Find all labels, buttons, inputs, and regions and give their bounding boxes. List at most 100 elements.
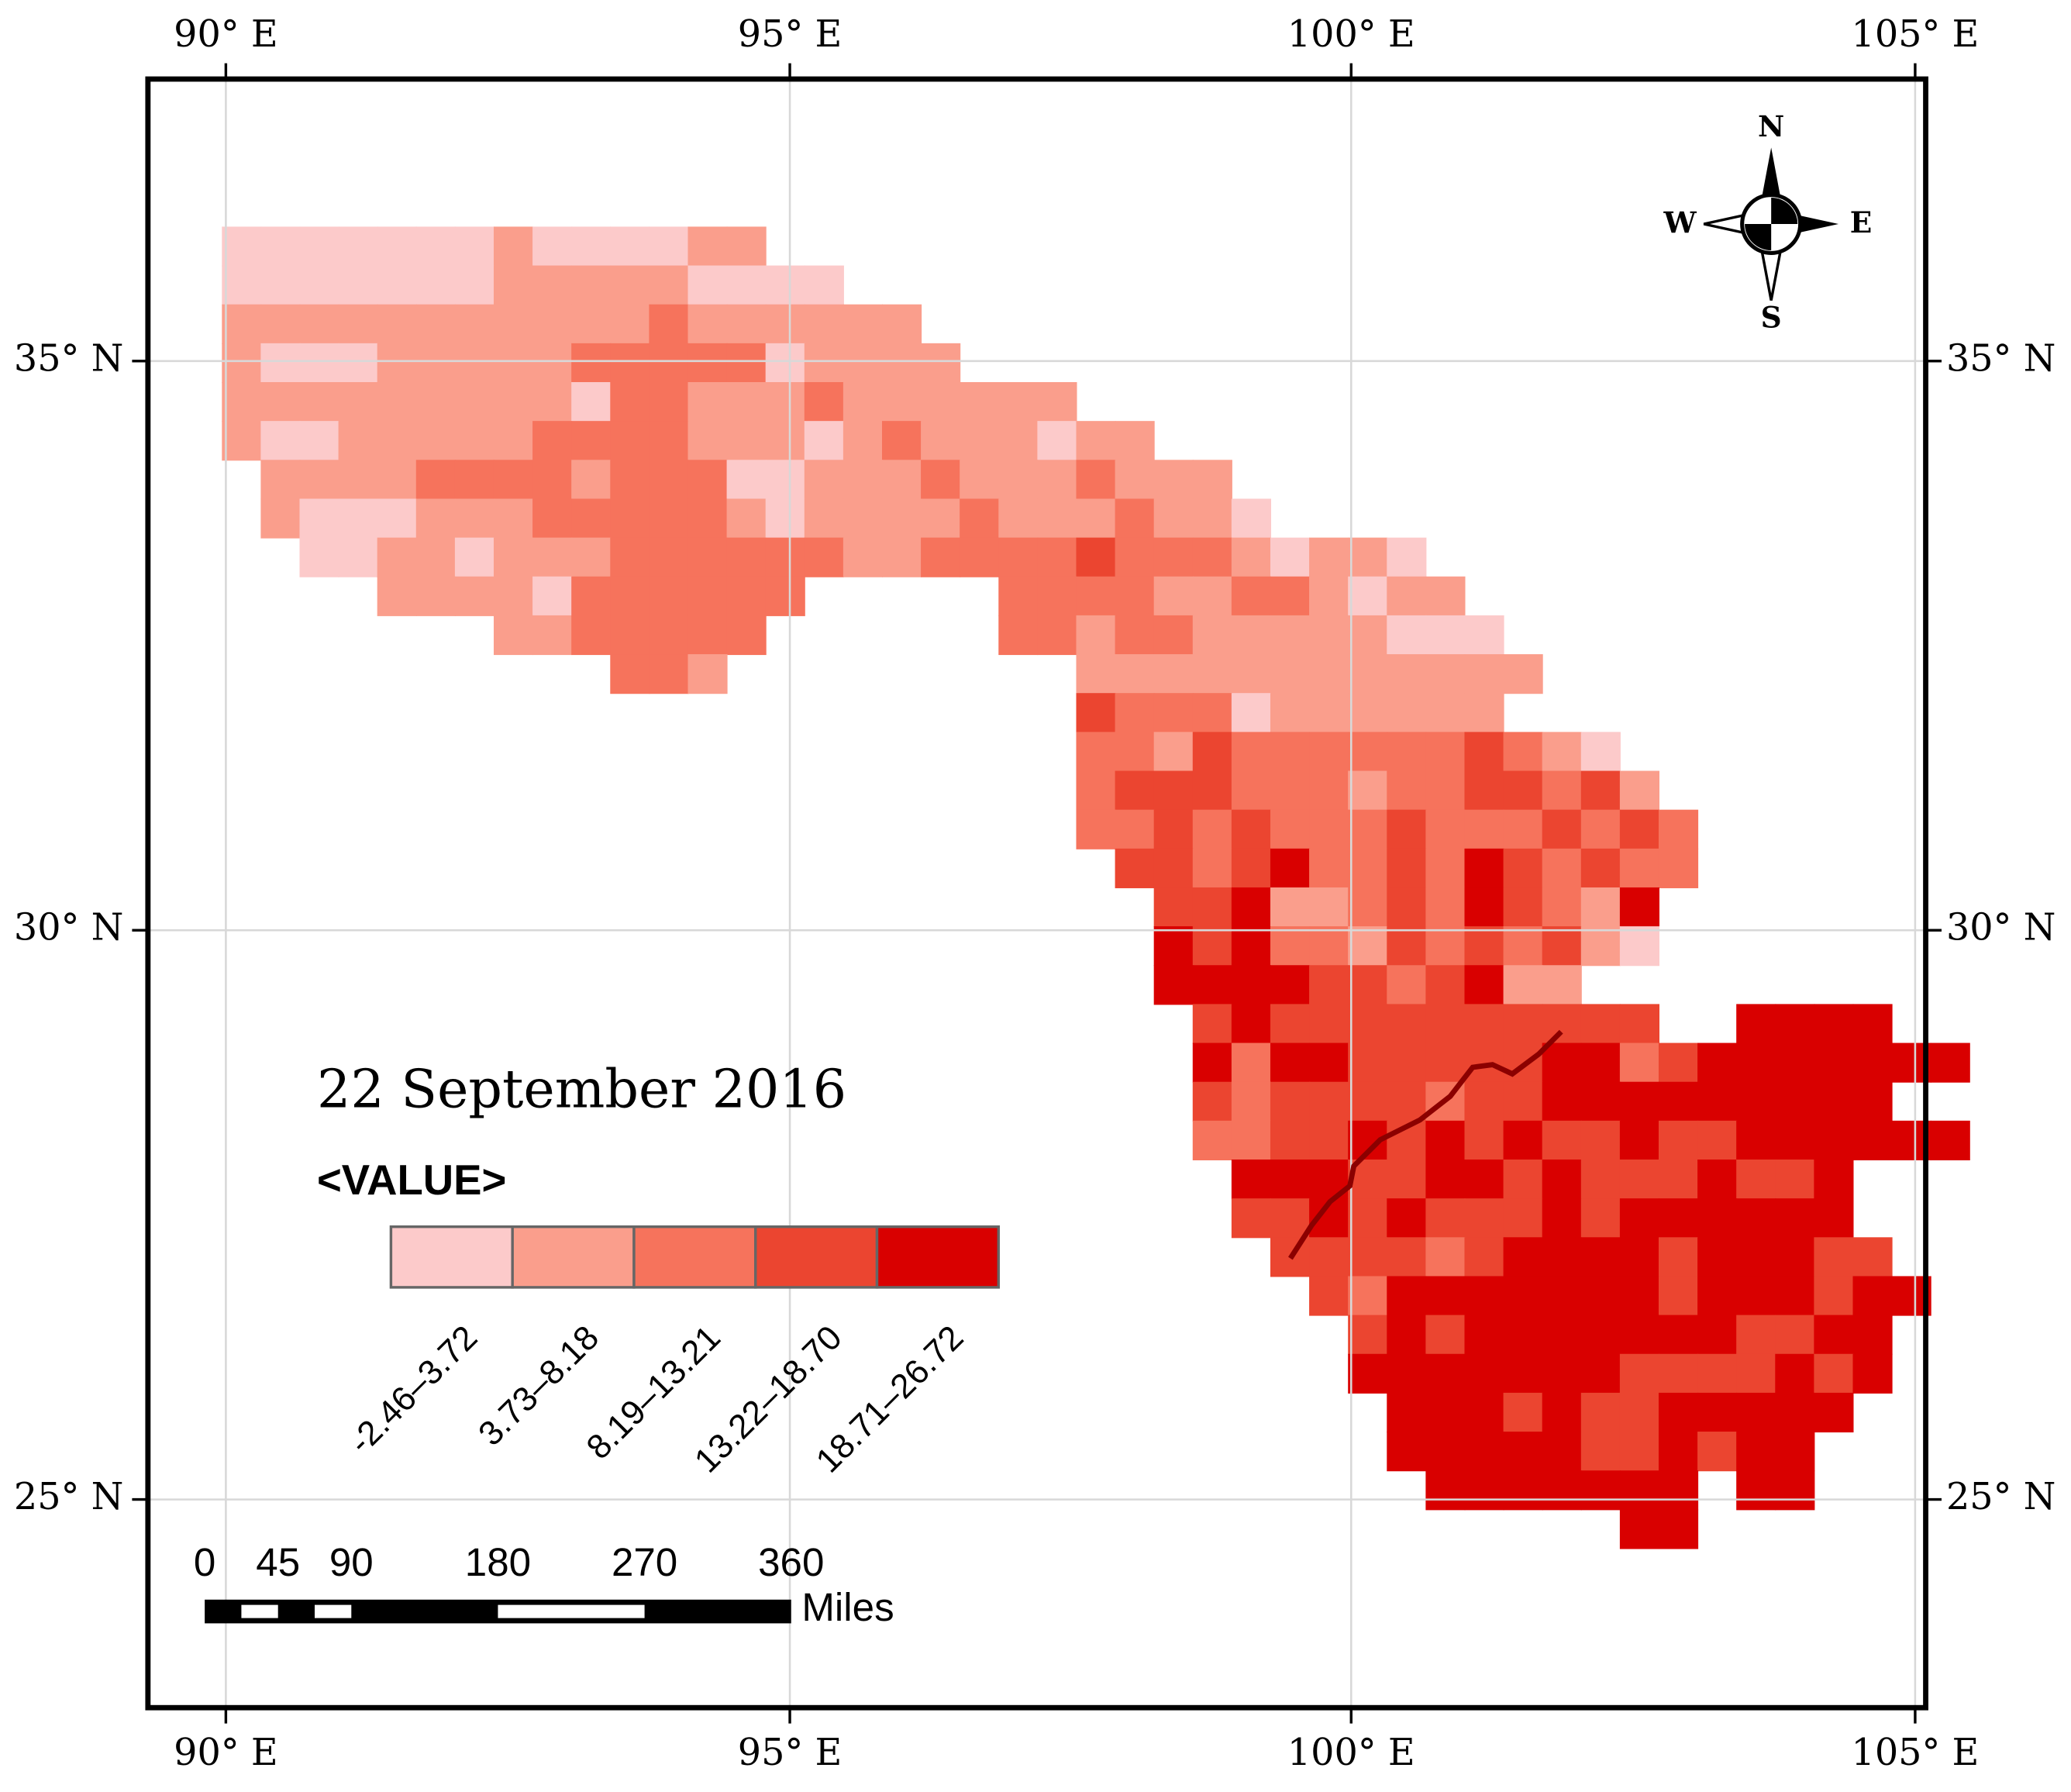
raster-cell xyxy=(571,615,612,656)
scale-bar-segment xyxy=(314,1604,352,1618)
raster-cell xyxy=(1619,1081,1660,1122)
raster-cell xyxy=(881,382,922,422)
raster-cell xyxy=(1542,1160,1582,1200)
raster-cell xyxy=(843,304,884,344)
raster-cell xyxy=(1387,732,1427,772)
raster-cell xyxy=(1464,1198,1504,1239)
raster-cell xyxy=(260,265,301,305)
raster-cell xyxy=(260,460,301,500)
raster-cell xyxy=(493,382,534,422)
raster-cell xyxy=(1658,1276,1699,1316)
raster-cell xyxy=(338,265,378,305)
raster-cell xyxy=(571,226,612,267)
raster-cell xyxy=(726,226,767,267)
raster-cell xyxy=(1115,732,1155,772)
raster-cell xyxy=(610,421,650,461)
legend-swatch xyxy=(875,1225,1000,1289)
raster-cell xyxy=(726,421,767,461)
raster-cell xyxy=(1658,1198,1699,1239)
raster-cell xyxy=(1775,1198,1815,1239)
raster-cell xyxy=(1270,615,1311,656)
raster-cell xyxy=(1464,770,1504,811)
raster-cell xyxy=(1425,693,1466,733)
raster-cell xyxy=(532,382,573,422)
raster-cell xyxy=(1192,848,1232,888)
raster-cell xyxy=(1348,1004,1388,1044)
raster-cell xyxy=(765,265,805,305)
raster-cell xyxy=(998,537,1039,577)
raster-cell xyxy=(1464,887,1504,928)
raster-cell xyxy=(1658,1081,1699,1122)
raster-cell xyxy=(1348,887,1388,928)
raster-cell xyxy=(299,265,339,305)
raster-cell xyxy=(1580,1470,1621,1511)
raster-cell xyxy=(415,537,456,577)
raster-cell xyxy=(1464,1042,1504,1083)
raster-cell xyxy=(881,537,922,577)
raster-cell xyxy=(610,654,650,694)
raster-cell xyxy=(1503,654,1543,694)
raster-cell xyxy=(415,498,456,539)
raster-cell xyxy=(610,537,650,577)
raster-cell xyxy=(1658,848,1699,888)
scale-unit: Miles xyxy=(801,1585,894,1629)
raster-cell xyxy=(804,343,844,384)
raster-cell xyxy=(299,421,339,461)
raster-cell xyxy=(222,382,262,422)
raster-cell xyxy=(1270,848,1311,888)
compass-e: E xyxy=(1850,205,1873,240)
raster-cell xyxy=(532,537,573,577)
raster-cell xyxy=(1503,732,1543,772)
raster-cell xyxy=(1192,1042,1232,1083)
raster-cell xyxy=(1580,732,1621,772)
raster-cell xyxy=(765,460,805,500)
raster-cell xyxy=(1814,1004,1854,1044)
raster-cell xyxy=(1697,1315,1738,1355)
raster-cell xyxy=(1115,576,1155,616)
raster-cell xyxy=(1309,654,1349,694)
raster-cell xyxy=(1348,1315,1388,1355)
raster-cell xyxy=(998,382,1039,422)
raster-cell xyxy=(1542,926,1582,967)
raster-cell xyxy=(1619,1004,1660,1044)
raster-cell xyxy=(1464,1081,1504,1122)
raster-cell xyxy=(843,382,884,422)
raster-cell xyxy=(1658,1120,1699,1161)
raster-cell xyxy=(1387,693,1427,733)
raster-cell xyxy=(1231,576,1272,616)
raster-cell xyxy=(610,304,650,344)
raster-cell xyxy=(1076,654,1116,694)
left-label: 25° N xyxy=(14,1476,123,1518)
raster-cell xyxy=(1542,1042,1582,1083)
raster-cell xyxy=(454,576,495,616)
raster-cell xyxy=(687,654,728,694)
raster-cell xyxy=(1658,1042,1699,1083)
raster-cell xyxy=(299,304,339,344)
raster-cell xyxy=(1387,770,1427,811)
raster-cell xyxy=(1425,926,1466,967)
raster-cell xyxy=(765,576,805,616)
raster-cell xyxy=(1153,693,1194,733)
raster-cell xyxy=(726,460,767,500)
raster-cell xyxy=(1309,615,1349,656)
raster-cell xyxy=(1775,1276,1815,1316)
raster-cell xyxy=(1658,1509,1699,1549)
raster-cell xyxy=(1814,1081,1854,1122)
raster-cell xyxy=(1270,576,1311,616)
raster-cell xyxy=(1542,809,1582,849)
river xyxy=(1288,1029,1563,1260)
raster-cell xyxy=(1076,460,1116,500)
raster-cell xyxy=(493,576,534,616)
raster-cell xyxy=(1425,1353,1466,1394)
raster-cell xyxy=(1814,1315,1854,1355)
raster-cell xyxy=(532,421,573,461)
raster-cell xyxy=(1309,732,1349,772)
raster-cell xyxy=(1309,576,1349,616)
raster-cell xyxy=(1852,1315,1893,1355)
raster-cell xyxy=(687,226,728,267)
raster-cell xyxy=(1153,926,1194,967)
raster-cell xyxy=(1231,654,1272,694)
raster-cell xyxy=(493,265,534,305)
raster-cell xyxy=(1387,1353,1427,1394)
raster-cell xyxy=(1658,1392,1699,1433)
